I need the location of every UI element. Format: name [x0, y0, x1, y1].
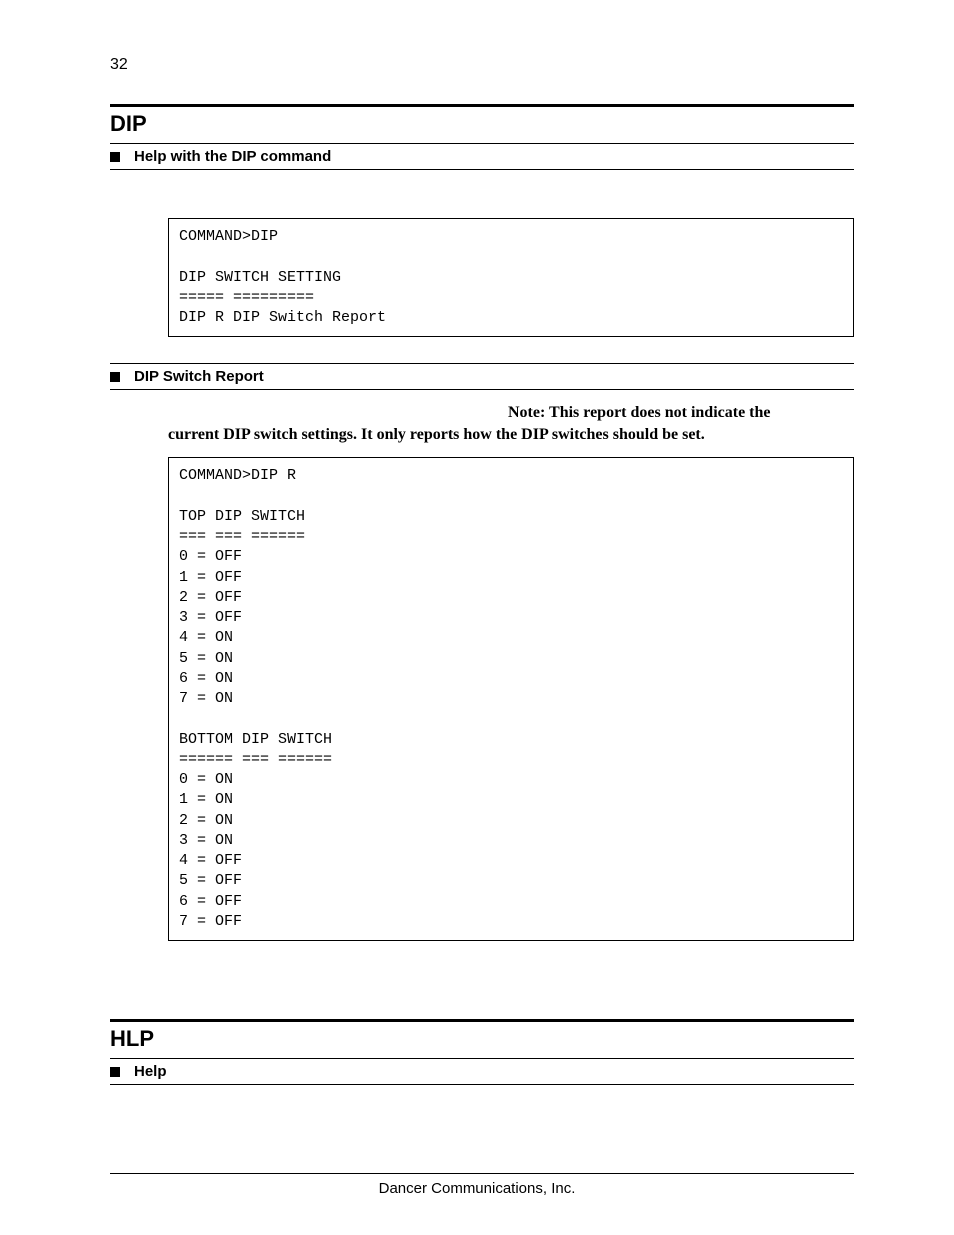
page-number: 32 — [110, 56, 854, 74]
square-bullet-icon — [110, 1067, 120, 1077]
note-text: Note: This report does not indicate the … — [168, 402, 854, 445]
footer-rule — [110, 1173, 854, 1174]
footer-text: Dancer Communications, Inc. — [0, 1180, 954, 1197]
square-bullet-icon — [110, 152, 120, 162]
page: 32 DIP Help with the DIP command COMMAND… — [0, 0, 954, 1085]
code-block-dip-help: COMMAND>DIP DIP SWITCH SETTING ===== ===… — [168, 218, 854, 337]
square-bullet-icon — [110, 372, 120, 382]
code-block-dip-report: COMMAND>DIP R TOP DIP SWITCH === === ===… — [168, 457, 854, 941]
subheading-rule — [110, 389, 854, 390]
note-rest: current DIP switch settings. It only rep… — [168, 426, 705, 443]
subheading-help-hlp: Help — [110, 1059, 854, 1084]
section-title-dip: DIP — [110, 107, 854, 143]
subheading-dip-report: DIP Switch Report — [110, 364, 854, 389]
subheading-label: Help with the DIP command — [134, 148, 331, 165]
section-title-hlp: HLP — [110, 1022, 854, 1058]
note-lead: Note: This report does not indicate the — [508, 404, 771, 421]
subheading-label: Help — [134, 1063, 167, 1080]
page-footer: Dancer Communications, Inc. — [0, 1173, 954, 1197]
subheading-help-dip: Help with the DIP command — [110, 144, 854, 169]
subheading-rule — [110, 1084, 854, 1085]
subheading-label: DIP Switch Report — [134, 368, 264, 385]
